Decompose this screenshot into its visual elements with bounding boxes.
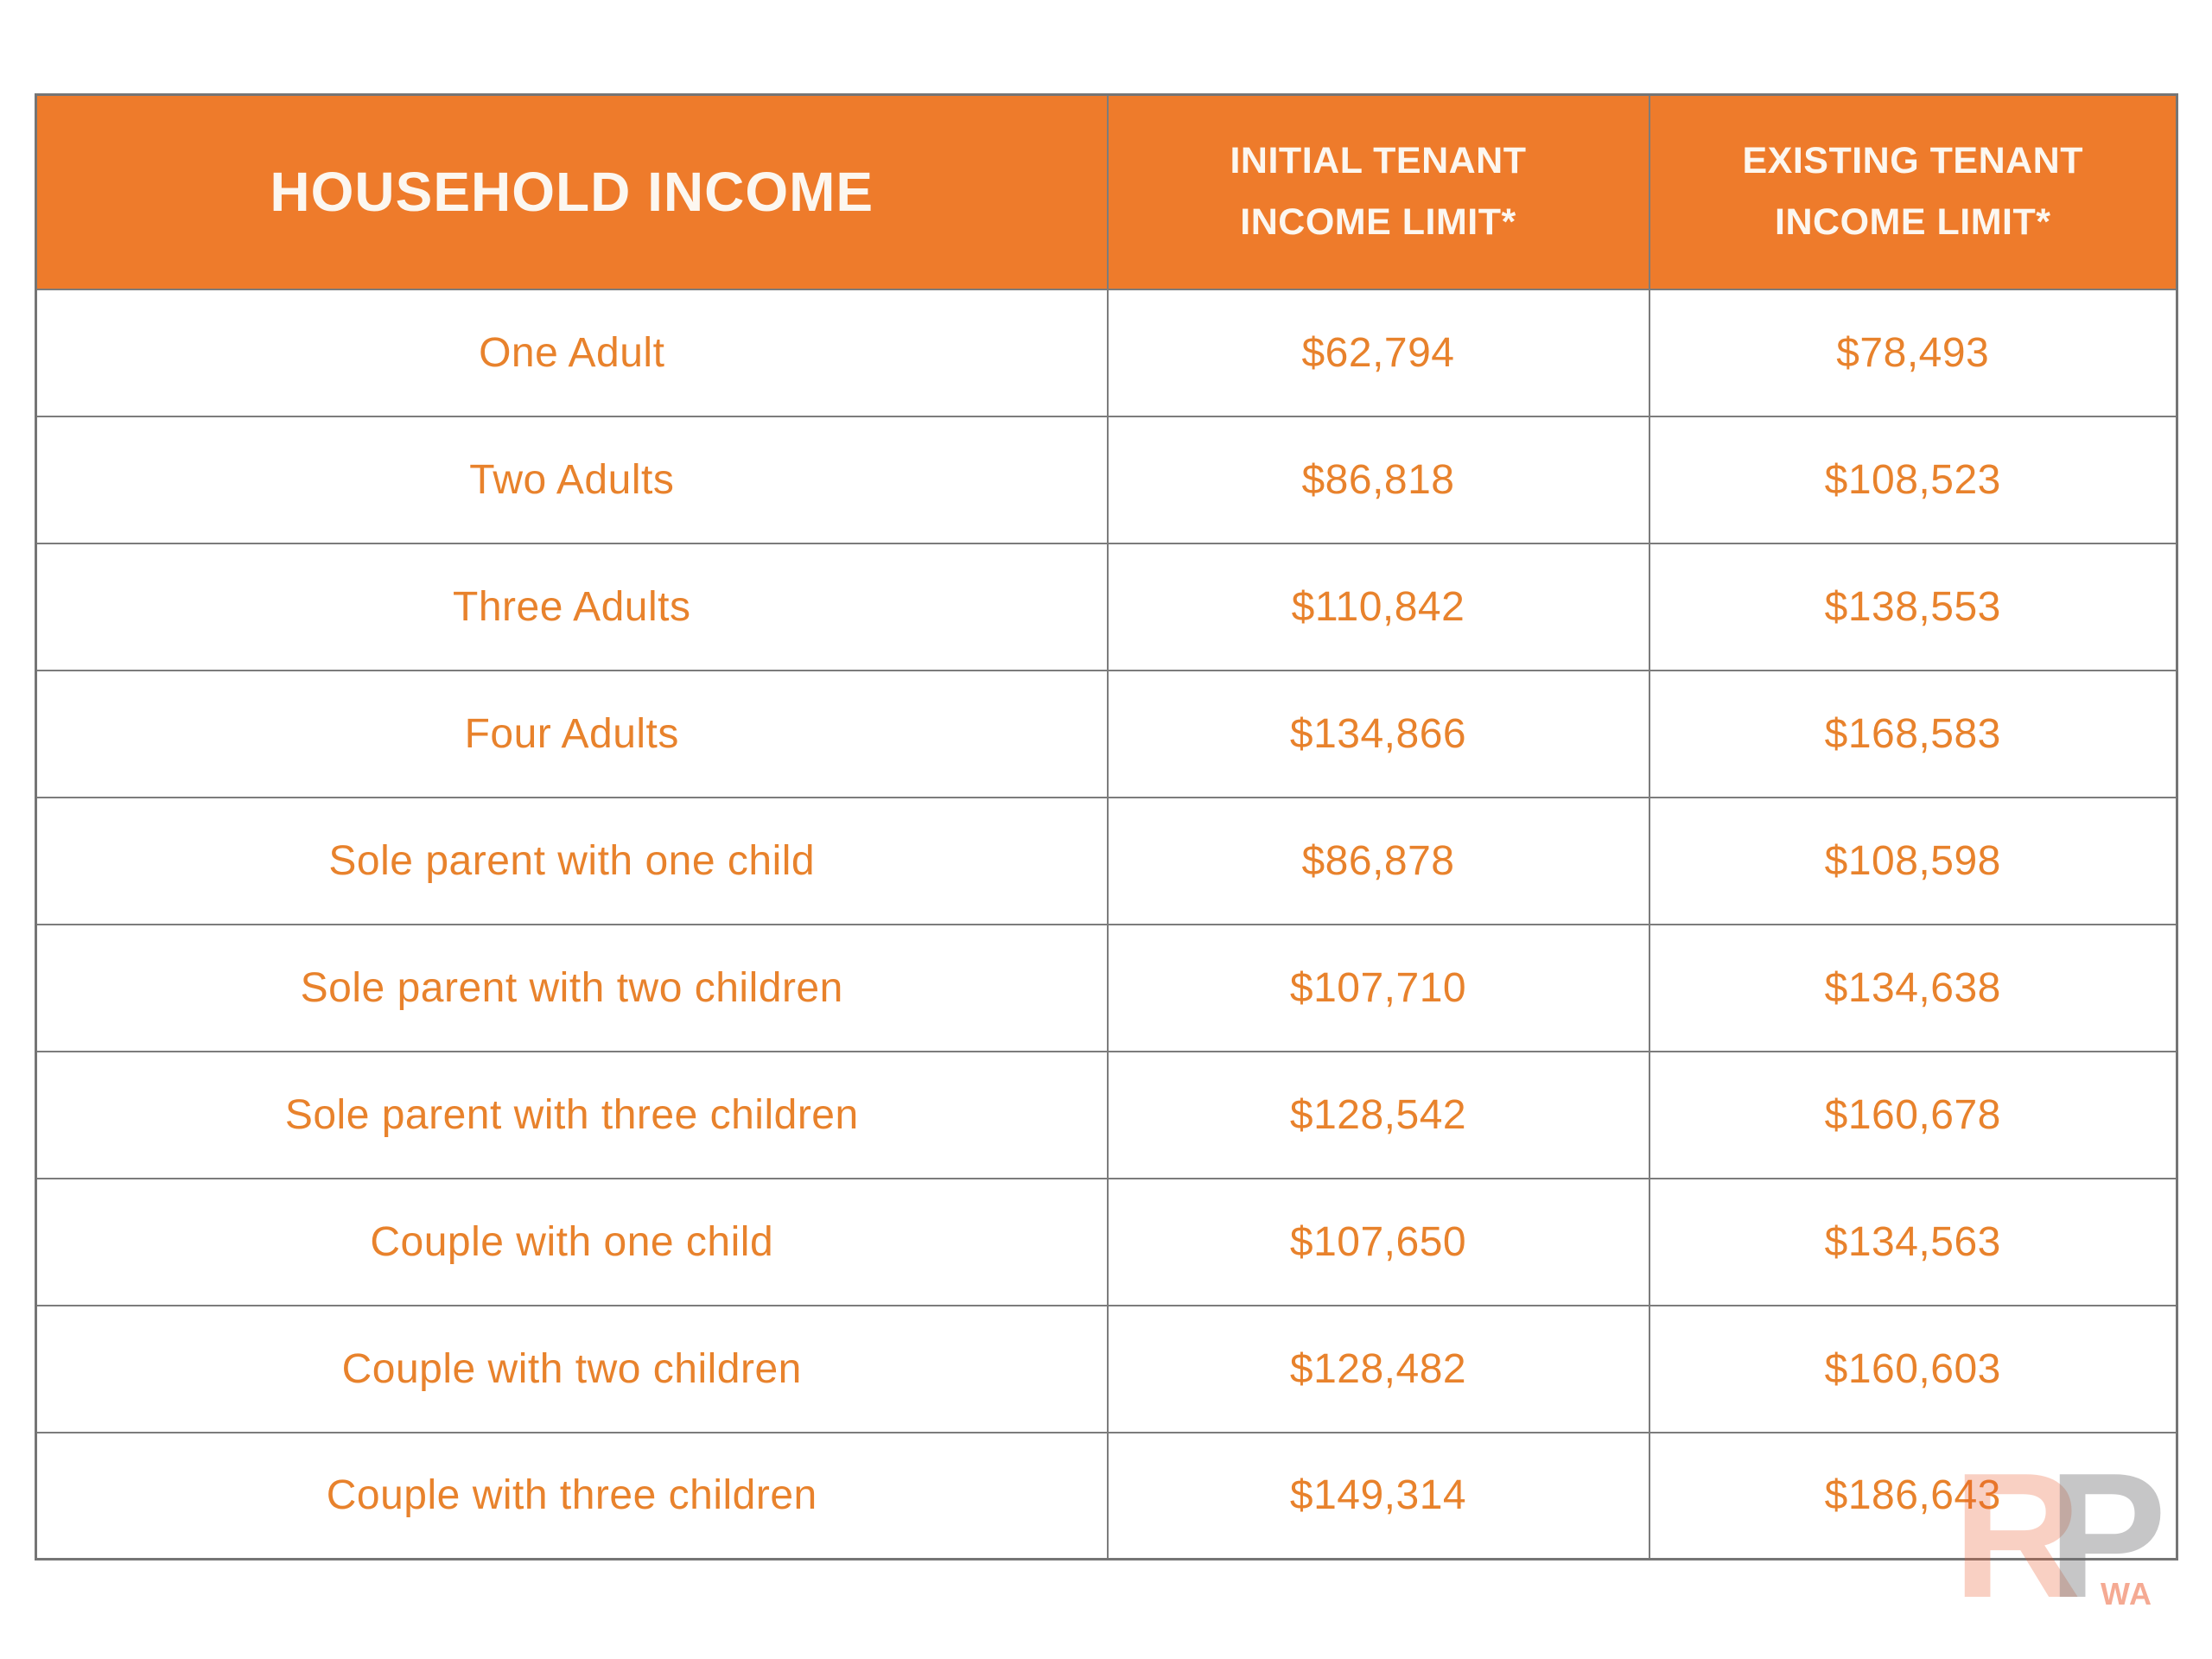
header-label-line: INCOME LIMIT* (1240, 201, 1516, 244)
income-limits-table: HOUSEHOLD INCOME INITIAL TENANT INCOME L… (35, 93, 2178, 1560)
household-type-cell: Two Adults (35, 415, 1109, 544)
table-row: Couple with three children $149,314 $186… (35, 1431, 2178, 1560)
existing-limit-cell: $134,563 (1648, 1177, 2178, 1306)
household-type-cell: Sole parent with three children (35, 1050, 1109, 1179)
household-type-cell: One Adult (35, 288, 1109, 417)
existing-limit-cell: $168,583 (1648, 669, 2178, 798)
header-label-line: INITIAL TENANT (1230, 140, 1527, 182)
table-row: Sole parent with three children $128,542… (35, 1050, 2178, 1179)
existing-limit-cell: $186,643 (1648, 1431, 2178, 1560)
existing-limit-cell: $134,638 (1648, 923, 2178, 1052)
household-type-cell: Sole parent with one child (35, 796, 1109, 925)
table-row: Sole parent with one child $86,878 $108,… (35, 796, 2178, 925)
table-row: Two Adults $86,818 $108,523 (35, 415, 2178, 544)
initial-limit-cell: $134,866 (1106, 669, 1650, 798)
initial-limit-cell: $86,878 (1106, 796, 1650, 925)
initial-limit-cell: $110,842 (1106, 542, 1650, 671)
header-row: HOUSEHOLD INCOME INITIAL TENANT INCOME L… (35, 93, 2178, 290)
existing-limit-cell: $160,678 (1648, 1050, 2178, 1179)
header-label-line: INCOME LIMIT* (1775, 201, 2051, 244)
table-row: Couple with one child $107,650 $134,563 (35, 1177, 2178, 1306)
initial-limit-cell: $86,818 (1106, 415, 1650, 544)
table-row: Four Adults $134,866 $168,583 (35, 669, 2178, 798)
initial-limit-cell: $62,794 (1106, 288, 1650, 417)
household-type-cell: Sole parent with two children (35, 923, 1109, 1052)
header-label: HOUSEHOLD INCOME (270, 161, 874, 224)
household-type-cell: Couple with three children (35, 1431, 1109, 1560)
initial-limit-cell: $149,314 (1106, 1431, 1650, 1560)
table-row: Couple with two children $128,482 $160,6… (35, 1304, 2178, 1433)
household-type-cell: Four Adults (35, 669, 1109, 798)
household-type-cell: Three Adults (35, 542, 1109, 671)
initial-limit-cell: $107,710 (1106, 923, 1650, 1052)
existing-limit-cell: $108,523 (1648, 415, 2178, 544)
initial-limit-cell: $128,482 (1106, 1304, 1650, 1433)
table-row: Three Adults $110,842 $138,553 (35, 542, 2178, 671)
household-type-cell: Couple with two children (35, 1304, 1109, 1433)
table-row: Sole parent with two children $107,710 $… (35, 923, 2178, 1052)
existing-limit-cell: $138,553 (1648, 542, 2178, 671)
existing-limit-cell: $108,598 (1648, 796, 2178, 925)
initial-limit-cell: $107,650 (1106, 1177, 1650, 1306)
existing-limit-cell: $160,603 (1648, 1304, 2178, 1433)
column-header-household-income: HOUSEHOLD INCOME (35, 93, 1109, 290)
column-header-existing-tenant: EXISTING TENANT INCOME LIMIT* (1648, 93, 2178, 290)
table-row: One Adult $62,794 $78,493 (35, 288, 2178, 417)
column-header-initial-tenant: INITIAL TENANT INCOME LIMIT* (1106, 93, 1650, 290)
household-type-cell: Couple with one child (35, 1177, 1109, 1306)
watermark-letters-wa: WA (2101, 1576, 2152, 1611)
initial-limit-cell: $128,542 (1106, 1050, 1650, 1179)
existing-limit-cell: $78,493 (1648, 288, 2178, 417)
header-label-line: EXISTING TENANT (1742, 140, 2084, 182)
